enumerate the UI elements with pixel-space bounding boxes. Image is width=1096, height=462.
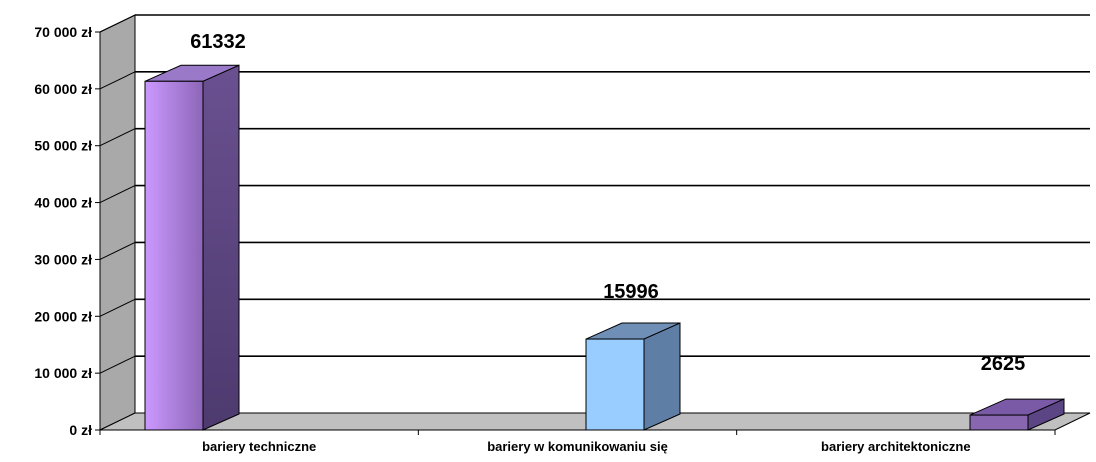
- bar-front: [586, 339, 644, 430]
- y-tick-label: 50 000 zł: [34, 138, 92, 154]
- left-wall: [100, 15, 135, 430]
- data-label: 2625: [981, 353, 1026, 375]
- x-tick-label: bariery architektoniczne: [821, 439, 971, 454]
- bar-side: [203, 65, 239, 430]
- data-label: 61332: [190, 31, 246, 53]
- y-tick-label: 20 000 zł: [34, 308, 92, 324]
- bar-side: [644, 323, 680, 430]
- y-tick-label: 10 000 zł: [34, 365, 92, 381]
- bar: [145, 65, 239, 430]
- y-tick-label: 30 000 zł: [34, 251, 92, 267]
- y-tick-label: 60 000 zł: [34, 81, 92, 97]
- bar-front: [970, 415, 1028, 430]
- x-tick-label: bariery w komunikowaniu się: [487, 439, 668, 454]
- y-tick-label: 0 zł: [69, 422, 92, 438]
- bar: [586, 323, 680, 430]
- bar-front: [145, 81, 203, 430]
- x-tick-label: bariery techniczne: [202, 439, 316, 454]
- y-tick-label: 40 000 zł: [34, 195, 92, 211]
- data-label: 15996: [603, 281, 659, 303]
- y-tick-label: 70 000 zł: [34, 24, 92, 40]
